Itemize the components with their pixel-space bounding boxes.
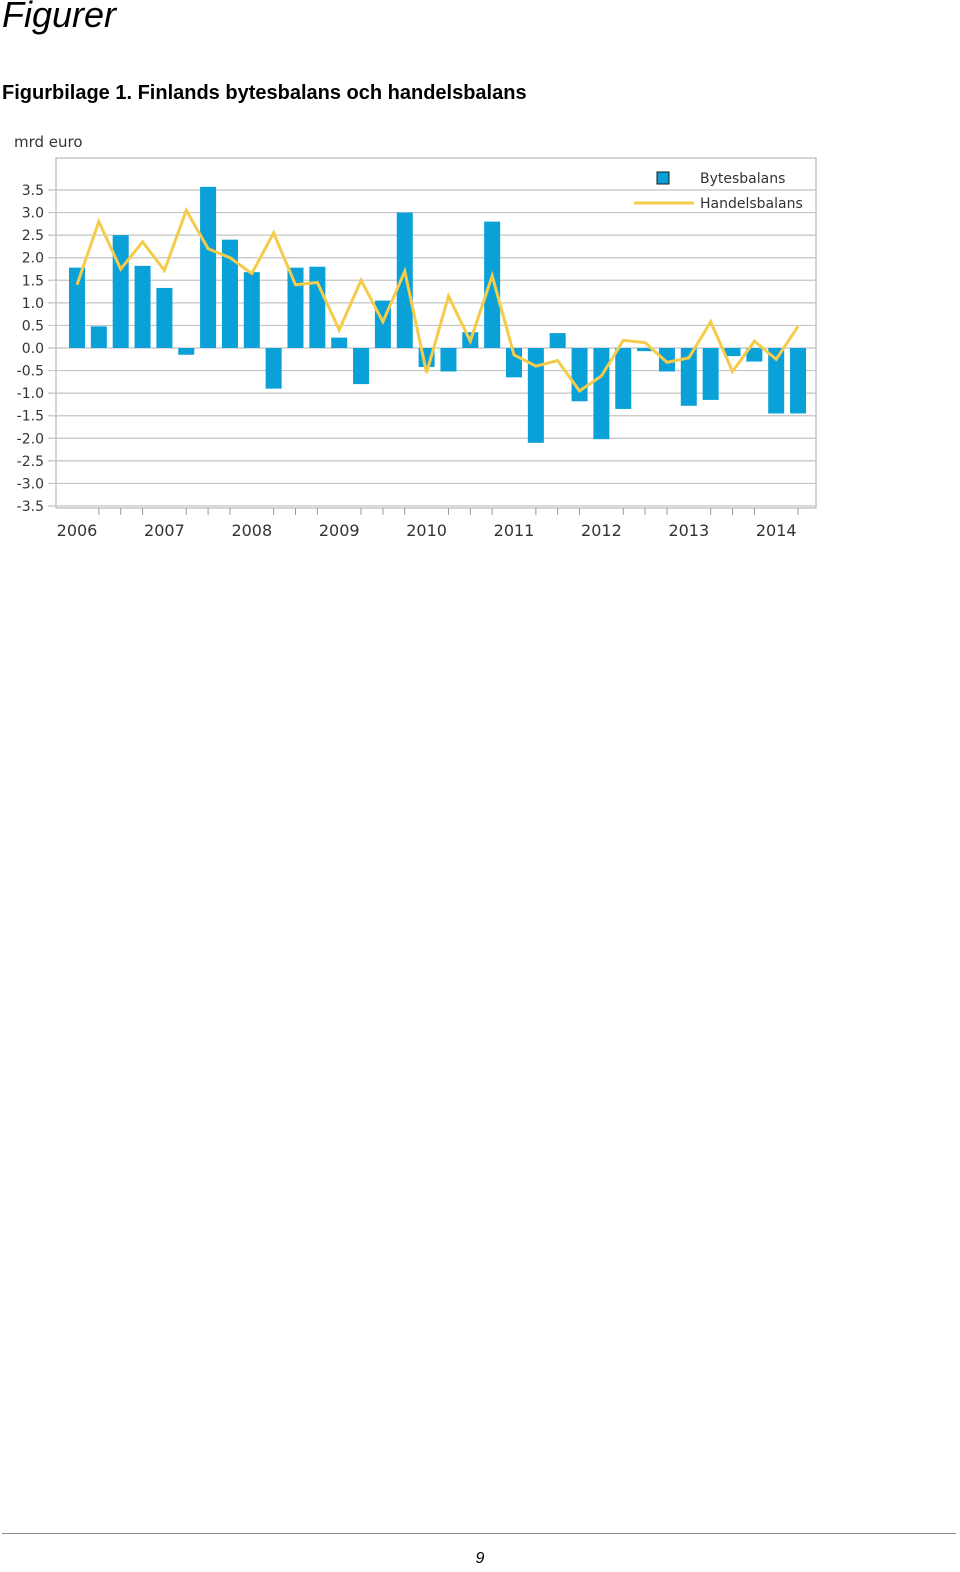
x-tick-label: 2008 [231,521,272,540]
x-tick-label: 2011 [494,521,535,540]
bar-bytesbalans [658,348,675,372]
bar-bytesbalans [724,348,741,357]
bar-bytesbalans [593,348,610,440]
y-tick-label: -3.0 [17,476,44,492]
y-tick-label: -0.5 [17,364,44,380]
y-tick-label: -2.5 [17,454,44,470]
footer-rule [2,1533,956,1534]
y-tick-label: 3.0 [22,206,44,222]
line-handelsbalans [75,206,800,393]
y-tick-label: 1.0 [22,296,44,312]
bar-bytesbalans [440,348,457,372]
bar-bytesbalans [69,267,85,348]
x-tick-label: 2007 [144,521,185,540]
bar-bytesbalans [768,348,785,414]
bar-bytesbalans [90,326,107,348]
bar-bytesbalans [221,239,238,348]
bar-bytesbalans [134,265,151,348]
bar-bytesbalans [265,348,282,389]
bar-bytesbalans [287,267,304,348]
y-tick-label: -1.0 [17,386,44,402]
bar-bytesbalans [112,235,129,348]
page-heading: Figurer [2,0,117,35]
bar-bytesbalans [353,348,370,385]
legend-label-bytesbalans: Bytesbalans [700,171,785,187]
y-tick-label: -2.0 [17,431,44,447]
y-tick-label: 0.0 [22,341,44,357]
bar-bytesbalans [156,287,173,348]
bar-bytesbalans [702,348,719,400]
bar-bytesbalans [309,266,326,348]
y-tick-label: 2.0 [22,251,44,267]
bar-bytesbalans [637,348,654,352]
bar-bytesbalans [615,348,632,409]
bar-bytesbalans [200,186,217,348]
page-number: 9 [475,1550,485,1567]
figure-caption: Figurbilage 1. Finlands bytesbalans och … [2,82,527,104]
x-tick-label: 2012 [581,521,622,540]
y-axis-unit-label: mrd euro [14,133,83,151]
legend-bar-swatch [656,171,670,185]
bar-bytesbalans [571,348,588,402]
legend-label-handelsbalans: Handelsbalans [700,196,803,212]
x-tick-label: 2013 [668,521,709,540]
bar-bytesbalans [746,348,763,362]
bar-bytesbalans [243,272,260,348]
x-tick-label: 2006 [57,521,98,540]
y-tick-label: 2.5 [22,228,44,244]
x-tick-label: 2009 [319,521,360,540]
y-tick-label: 1.5 [22,273,44,289]
bar-bytesbalans [178,348,195,355]
x-tick-label: 2010 [406,521,447,540]
y-tick-label: 3.5 [22,183,44,199]
bar-bytesbalans [680,348,697,406]
bar-bytesbalans [396,212,413,348]
y-tick-label: -3.5 [17,499,44,515]
y-tick-label: -1.5 [17,409,44,425]
bar-bytesbalans [790,348,807,414]
bar-bytesbalans [527,348,544,443]
bar-bytesbalans [331,337,348,348]
bar-bytesbalans [484,221,501,348]
y-tick-label: 0.5 [22,318,44,334]
bar-bytesbalans [549,333,566,348]
balance-chart: mrd euro 3.5 3.0 2.5 2.0 1.5 1.0 0.5 0.0 -0.5 -1.0… [14,133,817,540]
x-tick-label: 2014 [756,521,797,540]
